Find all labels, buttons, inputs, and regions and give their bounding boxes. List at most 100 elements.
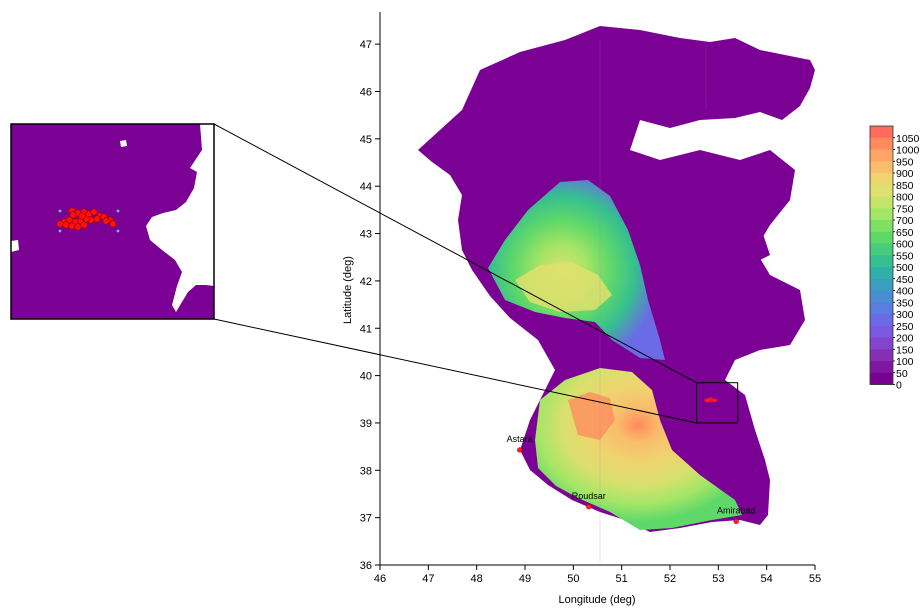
- inset-observation-point: [69, 211, 77, 219]
- y-tick-label: 38: [360, 465, 372, 477]
- grid-marker: [58, 209, 62, 213]
- x-tick-label: 47: [422, 573, 434, 585]
- kara-bogaz-bay: [700, 190, 770, 265]
- colorbar-swatch: [870, 208, 893, 221]
- x-tick-label: 54: [761, 573, 773, 585]
- depth-colorbar: 1050100095090085080075070065060055050045…: [869, 125, 920, 392]
- y-tick-label: 45: [360, 134, 372, 146]
- y-tick-label: 47: [360, 39, 372, 51]
- grid-marker: [116, 209, 120, 213]
- colorbar-label: 800: [896, 192, 914, 204]
- y-tick-label: 44: [360, 181, 372, 193]
- colorbar-label: 1050: [896, 133, 920, 145]
- inset-observation-point: [62, 221, 70, 229]
- colorbar-swatch: [870, 161, 893, 174]
- colorbar-swatch: [870, 290, 893, 303]
- colorbar-label: 900: [896, 168, 914, 180]
- colorbar-swatch: [870, 302, 893, 315]
- colorbar-swatch: [870, 231, 893, 244]
- colorbar-label: 500: [896, 262, 914, 274]
- x-axis-ticks: 46 47 48 49 50 51 52 53 54 55: [374, 565, 821, 585]
- observation-points: [704, 397, 718, 403]
- colorbar-label: 550: [896, 250, 914, 262]
- inset-observation-point: [56, 220, 64, 228]
- colorbar-label: 300: [896, 309, 914, 321]
- x-tick-label: 46: [374, 573, 386, 585]
- south-basin-core: [568, 392, 615, 440]
- middle-basin-core: [515, 262, 612, 312]
- zoom-box: [696, 382, 739, 424]
- y-tick-label: 37: [360, 513, 372, 525]
- station-label: Roudsar: [572, 491, 606, 501]
- x-axis-label: Longitude (deg): [558, 594, 635, 606]
- y-tick-label: 36: [360, 560, 372, 572]
- station-marker: [517, 447, 523, 453]
- observation-point: [706, 399, 710, 403]
- colorbar-label: 850: [896, 180, 914, 192]
- colorbar-swatch: [870, 126, 893, 139]
- colorbar-label: 700: [896, 215, 914, 227]
- colorbar-swatch: [870, 349, 893, 362]
- x-tick-label: 50: [567, 573, 579, 585]
- x-tick-label: 51: [616, 573, 628, 585]
- colorbar-swatch: [870, 314, 893, 327]
- x-tick-label: 52: [664, 573, 676, 585]
- colorbar-label: 100: [896, 356, 914, 368]
- x-tick-label: 53: [712, 573, 724, 585]
- inset-islet: [120, 140, 127, 147]
- colorbar-swatch: [870, 325, 893, 338]
- y-tick-label: 40: [360, 371, 372, 383]
- colorbar-swatch: [870, 255, 893, 268]
- inset-observation-point: [93, 215, 101, 223]
- colorbar-swatch: [870, 372, 893, 385]
- stations: Astara Roudsar Amirabad: [507, 434, 756, 525]
- observation-point: [709, 397, 713, 401]
- colorbar-label: 200: [896, 333, 914, 345]
- colorbar-swatch: [870, 243, 893, 256]
- station-label: Amirabad: [717, 505, 756, 515]
- colorbar-swatch: [870, 173, 893, 186]
- colorbar-label: 950: [896, 156, 914, 168]
- colorbar-label: 600: [896, 239, 914, 251]
- colorbar-swatch: [870, 337, 893, 350]
- colorbar-swatch: [870, 361, 893, 374]
- colorbar-swatch: [870, 220, 893, 233]
- colorbar-label: 50: [896, 368, 908, 380]
- inset-islet: [11, 240, 19, 252]
- colorbar-label: 150: [896, 344, 914, 356]
- colorbar-label: 750: [896, 203, 914, 215]
- inset-connector-line: [213, 123, 697, 384]
- observation-point: [714, 398, 718, 402]
- colorbar-swatch: [870, 267, 893, 280]
- colorbar-label: 1000: [896, 145, 920, 157]
- inset-observation-point: [80, 221, 88, 229]
- inset-grid-markers: [58, 209, 120, 233]
- y-axis-ticks: 36 37 38 39 40 41 42 43 44 45 46 47: [360, 39, 380, 572]
- inset-frame: [10, 123, 215, 320]
- inset-peninsula: [146, 124, 214, 312]
- station-marker: [733, 518, 739, 525]
- inset-observation-point: [109, 220, 117, 228]
- x-tick-label: 55: [809, 573, 821, 585]
- colorbar-swatch: [870, 149, 893, 162]
- inset-observation-point: [68, 222, 76, 230]
- map-area: Astara Roudsar Amirabad: [418, 26, 815, 565]
- colorbar-swatch: [870, 278, 893, 291]
- y-tick-label: 39: [360, 418, 372, 430]
- colorbar-label: 450: [896, 274, 914, 286]
- colorbar-label: 650: [896, 227, 914, 239]
- inset-observation-point: [78, 212, 86, 220]
- colorbar-label: 0: [896, 380, 902, 392]
- x-tick-label: 49: [519, 573, 531, 585]
- grid-marker: [58, 229, 62, 233]
- y-tick-label: 41: [360, 323, 372, 335]
- inset-observation-point: [90, 208, 98, 216]
- grid-marker: [116, 229, 120, 233]
- inset-connector-line: [213, 318, 697, 424]
- inset-map: [10, 123, 215, 320]
- colorbar-label: 400: [896, 286, 914, 298]
- y-tick-label: 46: [360, 87, 372, 99]
- colorbar-label: 350: [896, 297, 914, 309]
